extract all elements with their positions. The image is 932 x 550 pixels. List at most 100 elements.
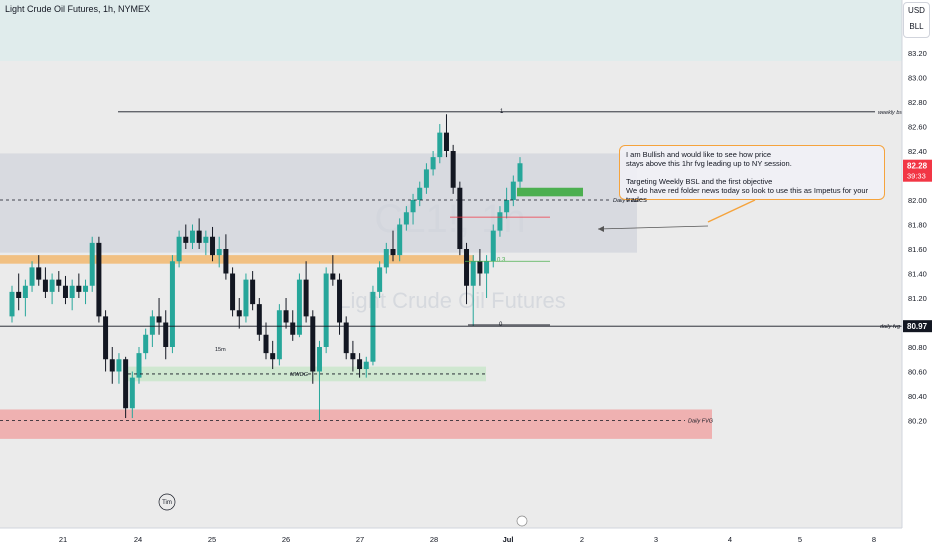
candle-body [223, 249, 229, 274]
y-tick-label: 82.00 [908, 196, 927, 205]
x-tick-label: 25 [208, 535, 216, 544]
candle-body [42, 279, 48, 292]
x-tick-label: 8 [872, 535, 876, 544]
timeframe-label: 15m [215, 347, 226, 353]
candle-body [203, 236, 209, 243]
last-price-value: 82.28 [907, 162, 928, 171]
y-tick-label: 82.60 [908, 123, 927, 132]
candle-body [417, 187, 423, 200]
note-line-1: I am Bullish and would like to see how p… [626, 150, 772, 159]
candle-body [437, 132, 443, 158]
weekly-zone [0, 153, 637, 253]
candle-body [423, 169, 429, 188]
orange-fvg-zone [0, 255, 474, 264]
level-layer: weekly bsl Daily FVG daily fvg MWDG Daily FV… [0, 109, 904, 527]
candle-body [283, 310, 289, 323]
candle-body [96, 242, 102, 317]
candle-body [49, 279, 55, 292]
candle-body [216, 249, 222, 256]
candle-body [183, 236, 189, 243]
candle-body [163, 322, 169, 347]
last-price-tag [903, 159, 932, 182]
x-tick-label: Jul [503, 535, 514, 544]
candle-body [243, 279, 249, 317]
candle-body [83, 285, 89, 292]
plot-background [0, 0, 902, 528]
candle-body [337, 279, 343, 323]
top-band [0, 0, 902, 61]
mwdg-zone [128, 366, 486, 382]
candle-body [256, 304, 262, 335]
x-tick-label: 21 [59, 535, 67, 544]
countdown-value: 39:33 [907, 172, 926, 181]
background-layer: CL1!, 1hLight Crude Oil Futures [0, 0, 902, 528]
candle-body [143, 334, 149, 354]
candle-body [236, 310, 242, 317]
candle-body [323, 273, 329, 347]
candle-body [89, 242, 95, 286]
candle-body [470, 261, 476, 286]
green-fvg-zone [517, 187, 583, 197]
candle-body [196, 230, 202, 243]
note-pointer [707, 199, 756, 223]
y-tick-label: 83.20 [908, 49, 927, 58]
candle-body [263, 334, 269, 354]
candle-body [149, 316, 155, 335]
candle-body [464, 249, 470, 286]
candle-body [484, 261, 490, 274]
x-tick-label: 2 [580, 535, 584, 544]
candle-body [276, 310, 282, 360]
annotation-note[interactable]: I am Bullish and would like to see how p… [619, 145, 885, 204]
currency-selector[interactable]: USD BLL [903, 2, 930, 38]
x-tick-label: 24 [134, 535, 142, 544]
x-tick-label: 4 [728, 535, 732, 544]
candle-body [62, 285, 68, 298]
x-tick-label: 28 [430, 535, 438, 544]
note-line-4: Targeting Weekly BSL and the first objec… [626, 177, 773, 186]
candle-body [22, 285, 28, 298]
x-tick-label: 27 [356, 535, 364, 544]
x-tick-label: 26 [282, 535, 290, 544]
candle-layer [9, 114, 523, 421]
level-label: weekly bsl [878, 110, 904, 116]
x-tick-label: 3 [654, 535, 658, 544]
tim-marker-circle [158, 493, 176, 511]
candle-body [69, 285, 75, 298]
candle-body [290, 322, 296, 335]
level-label: MWDG [290, 372, 309, 378]
candle-body [383, 249, 389, 268]
watermark-name: Light Crude Oil Futures [338, 288, 565, 313]
candle-body [430, 157, 436, 170]
level-label: Daily FVG [688, 419, 714, 425]
candle-body [363, 361, 369, 370]
candle-body [397, 224, 403, 256]
fib-label: 0.3 [497, 257, 506, 263]
level-label: Daily FVG [613, 198, 639, 204]
candle-body [310, 316, 316, 372]
y-tick-label: 80.40 [908, 392, 927, 401]
candle-body [303, 279, 309, 317]
candle-body [504, 200, 510, 213]
candle-body [390, 249, 396, 256]
news-lightning-icon [516, 515, 528, 527]
candle-body [210, 236, 216, 256]
note-line-2: stays above this 1hr fvg leading up to N… [626, 159, 792, 168]
candle-body [36, 267, 42, 280]
candle-body [250, 279, 256, 305]
y-tick-label: 81.80 [908, 221, 927, 230]
candle-body [457, 187, 463, 249]
arrow-line [597, 225, 709, 230]
y-tick-label: 82.40 [908, 147, 927, 156]
candle-body [9, 291, 15, 317]
candle-body [450, 151, 456, 188]
x-tick-label: 5 [798, 535, 802, 544]
candle-body [316, 347, 322, 372]
candle-body [169, 261, 175, 347]
candle-body [410, 200, 416, 213]
candle-body [116, 359, 122, 372]
y-tick-label: 83.00 [908, 74, 927, 83]
currency-label: USD [908, 6, 925, 15]
candle-body [490, 230, 496, 262]
candle-body [370, 291, 376, 362]
